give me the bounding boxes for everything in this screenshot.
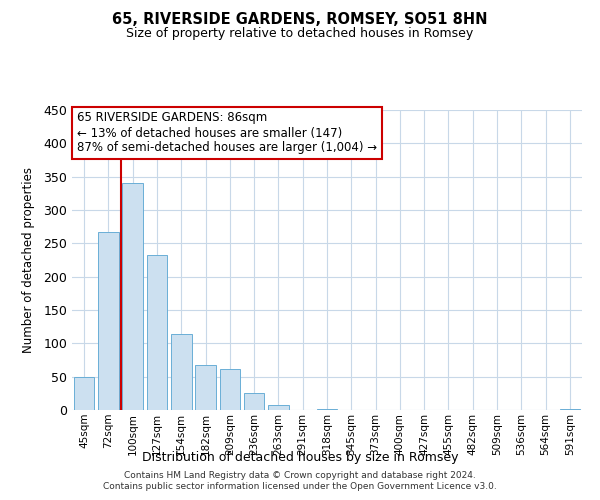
Bar bbox=[195, 364, 216, 410]
Bar bbox=[146, 256, 167, 410]
Text: 65 RIVERSIDE GARDENS: 86sqm
← 13% of detached houses are smaller (147)
87% of se: 65 RIVERSIDE GARDENS: 86sqm ← 13% of det… bbox=[77, 112, 377, 154]
Bar bbox=[220, 368, 240, 410]
Bar bbox=[122, 184, 143, 410]
Text: Contains HM Land Registry data © Crown copyright and database right 2024.: Contains HM Land Registry data © Crown c… bbox=[124, 471, 476, 480]
Y-axis label: Number of detached properties: Number of detached properties bbox=[22, 167, 35, 353]
Text: Distribution of detached houses by size in Romsey: Distribution of detached houses by size … bbox=[142, 451, 458, 464]
Bar bbox=[74, 376, 94, 410]
Text: Size of property relative to detached houses in Romsey: Size of property relative to detached ho… bbox=[127, 28, 473, 40]
Bar bbox=[268, 406, 289, 410]
Text: Contains public sector information licensed under the Open Government Licence v3: Contains public sector information licen… bbox=[103, 482, 497, 491]
Bar bbox=[560, 408, 580, 410]
Text: 65, RIVERSIDE GARDENS, ROMSEY, SO51 8HN: 65, RIVERSIDE GARDENS, ROMSEY, SO51 8HN bbox=[112, 12, 488, 28]
Bar bbox=[171, 334, 191, 410]
Bar bbox=[317, 408, 337, 410]
Bar bbox=[244, 394, 265, 410]
Bar bbox=[98, 232, 119, 410]
